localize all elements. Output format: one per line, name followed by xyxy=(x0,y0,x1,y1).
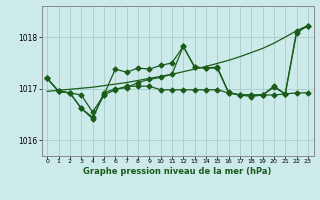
X-axis label: Graphe pression niveau de la mer (hPa): Graphe pression niveau de la mer (hPa) xyxy=(84,167,272,176)
